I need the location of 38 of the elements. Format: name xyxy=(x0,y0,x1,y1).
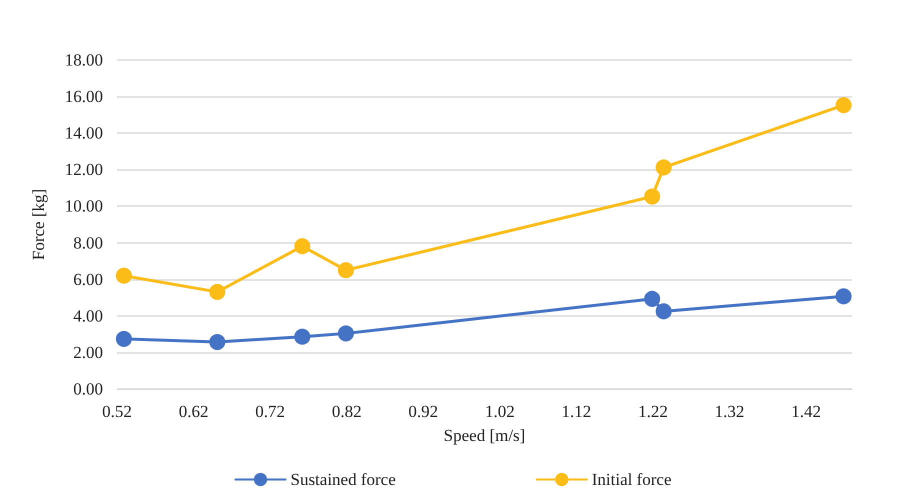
point xyxy=(656,303,672,320)
y-tick-label: 12.00 xyxy=(64,160,103,180)
x-tick-label: 0.82 xyxy=(332,402,362,421)
x-tick-label: 1.12 xyxy=(562,402,592,421)
point xyxy=(836,288,852,304)
y-tick-label: 6.00 xyxy=(73,270,103,289)
point xyxy=(644,188,660,205)
x-tick-label: 0.52 xyxy=(102,402,132,421)
legend-label: Sustained force xyxy=(290,470,396,489)
point xyxy=(116,268,132,284)
y-tick-label: 0.00 xyxy=(73,380,103,398)
point xyxy=(644,290,660,307)
point xyxy=(116,330,132,347)
y-tick-label: 4.00 xyxy=(73,306,103,326)
point xyxy=(338,262,354,278)
y-tick-label: 10.00 xyxy=(64,196,103,216)
x-tick-label: 1.42 xyxy=(791,402,821,421)
x-tick-label: 0.62 xyxy=(178,402,208,421)
y-tick-label: 2.00 xyxy=(73,342,103,362)
x-tick-label: 1.22 xyxy=(638,402,668,421)
y-tick-label: 14.00 xyxy=(64,124,103,143)
x-tick-label: 1.32 xyxy=(714,402,744,421)
point xyxy=(338,325,354,342)
y-tick-label: 8.00 xyxy=(73,233,103,252)
y-tick-label: 18.00 xyxy=(64,50,103,70)
point xyxy=(836,97,852,114)
x-axis-title: Speed [m/s] xyxy=(444,426,526,445)
legend-label: Initial force xyxy=(592,470,672,489)
x-tick-label: 1.02 xyxy=(484,402,515,421)
x-tick-label: 0.72 xyxy=(255,402,285,421)
point xyxy=(209,334,226,350)
point xyxy=(294,238,310,254)
point xyxy=(656,159,672,176)
x-tick-label: 0.92 xyxy=(408,402,438,421)
y-tick-label: 16.00 xyxy=(64,87,103,106)
y-axis-title: Force [kg] xyxy=(29,188,48,260)
point xyxy=(294,328,310,345)
point xyxy=(209,284,226,300)
